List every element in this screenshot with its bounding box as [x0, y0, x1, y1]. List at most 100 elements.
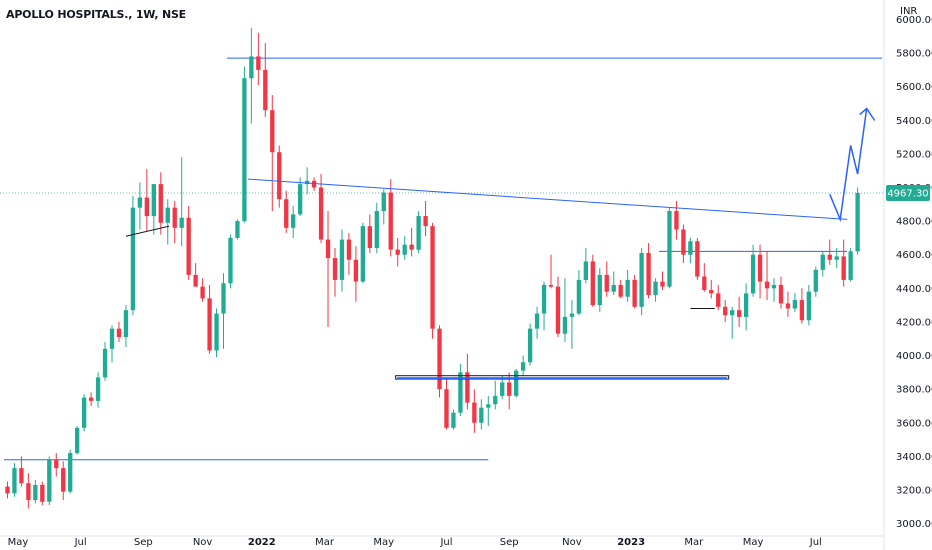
candle-body[interactable]	[179, 217, 184, 228]
candle-body[interactable]	[723, 306, 728, 316]
projection-path[interactable]	[829, 108, 868, 223]
candle-body[interactable]	[381, 192, 386, 212]
candle-body[interactable]	[12, 468, 17, 494]
candle-body[interactable]	[757, 254, 763, 282]
candle-body[interactable]	[764, 281, 770, 289]
candle-body[interactable]	[827, 254, 832, 260]
candle-body[interactable]	[277, 152, 282, 200]
candle-body[interactable]	[472, 402, 477, 423]
candle-body[interactable]	[144, 197, 150, 217]
candle-body[interactable]	[451, 412, 456, 428]
candle-body[interactable]	[61, 468, 66, 492]
candle-body[interactable]	[625, 279, 630, 297]
candle-body[interactable]	[520, 362, 526, 371]
candle-body[interactable]	[653, 281, 658, 296]
candle-body[interactable]	[249, 56, 254, 79]
candle-body[interactable]	[346, 239, 352, 260]
candle-body[interactable]	[270, 110, 275, 153]
candle-body[interactable]	[339, 239, 345, 280]
candle-body[interactable]	[409, 244, 414, 250]
candle-body[interactable]	[54, 459, 59, 469]
candle-body[interactable]	[151, 184, 156, 217]
candle-body[interactable]	[834, 256, 839, 260]
candle-body[interactable]	[514, 370, 519, 396]
candle-body[interactable]	[493, 395, 498, 405]
candle-body[interactable]	[193, 274, 198, 287]
candle-body[interactable]	[548, 284, 554, 287]
candle-body[interactable]	[743, 293, 749, 317]
candle-body[interactable]	[75, 427, 80, 454]
candle-body[interactable]	[297, 184, 303, 215]
candle-body[interactable]	[109, 328, 115, 349]
candle-body[interactable]	[221, 283, 226, 314]
candle-body[interactable]	[214, 313, 219, 351]
candle-body[interactable]	[207, 298, 212, 351]
candle-body[interactable]	[416, 216, 421, 250]
candle-body[interactable]	[618, 284, 623, 297]
candle-body[interactable]	[5, 486, 10, 494]
candle-body[interactable]	[806, 291, 811, 321]
candle-body[interactable]	[604, 274, 609, 292]
candle-body[interactable]	[576, 279, 582, 314]
candle-body[interactable]	[332, 258, 338, 280]
candle-body[interactable]	[611, 284, 616, 292]
candle-body[interactable]	[695, 241, 700, 277]
candle-body[interactable]	[200, 286, 205, 299]
candle-body[interactable]	[639, 253, 644, 307]
candle-body[interactable]	[507, 382, 512, 396]
candle-body[interactable]	[500, 382, 505, 396]
candle-body[interactable]	[284, 199, 289, 228]
candle-body[interactable]	[555, 286, 561, 334]
candle-body[interactable]	[430, 226, 435, 329]
candle-body[interactable]	[116, 328, 122, 338]
candle-body[interactable]	[374, 211, 379, 248]
candle-body[interactable]	[736, 310, 742, 317]
candle-body[interactable]	[674, 211, 679, 230]
candle-body[interactable]	[172, 207, 177, 228]
candle-body[interactable]	[81, 397, 87, 428]
candle-body[interactable]	[123, 310, 129, 338]
candle-body[interactable]	[716, 293, 721, 307]
candle-body[interactable]	[709, 290, 714, 294]
candle-body[interactable]	[813, 269, 818, 292]
candle-body[interactable]	[437, 328, 442, 390]
candle-body[interactable]	[820, 254, 825, 270]
candle-body[interactable]	[660, 281, 665, 287]
candle-body[interactable]	[402, 244, 407, 255]
candle-body[interactable]	[68, 453, 73, 492]
candle-body[interactable]	[353, 259, 359, 282]
candle-body[interactable]	[130, 207, 136, 311]
candle-body[interactable]	[325, 239, 331, 259]
candle-body[interactable]	[855, 192, 860, 252]
candle-body[interactable]	[534, 313, 540, 329]
candle-body[interactable]	[102, 348, 108, 378]
candle-body[interactable]	[263, 69, 268, 111]
candle-body[interactable]	[235, 221, 240, 238]
candle-body[interactable]	[95, 377, 101, 401]
candle-body[interactable]	[423, 216, 428, 227]
candle-body[interactable]	[848, 251, 853, 280]
candle-body[interactable]	[88, 397, 94, 401]
candle-body[interactable]	[242, 78, 247, 222]
candle-body[interactable]	[590, 261, 595, 306]
candle-body[interactable]	[304, 180, 310, 185]
trendline[interactable]	[247, 178, 848, 220]
candle-body[interactable]	[19, 468, 24, 484]
candle-body[interactable]	[47, 459, 52, 502]
candle-body[interactable]	[458, 372, 463, 413]
candle-body[interactable]	[702, 276, 707, 291]
candle-body[interactable]	[785, 303, 791, 309]
candle-body[interactable]	[360, 226, 366, 282]
candle-body[interactable]	[646, 253, 651, 296]
candle-body[interactable]	[444, 389, 449, 428]
candle-body[interactable]	[681, 229, 686, 255]
candle-body[interactable]	[486, 404, 491, 408]
candle-body[interactable]	[730, 310, 735, 316]
candle-body[interactable]	[158, 184, 163, 223]
candle-body[interactable]	[395, 249, 400, 255]
candle-body[interactable]	[771, 284, 777, 289]
candle-body[interactable]	[388, 192, 393, 250]
candle-body[interactable]	[137, 197, 143, 208]
candle-body[interactable]	[583, 261, 589, 280]
